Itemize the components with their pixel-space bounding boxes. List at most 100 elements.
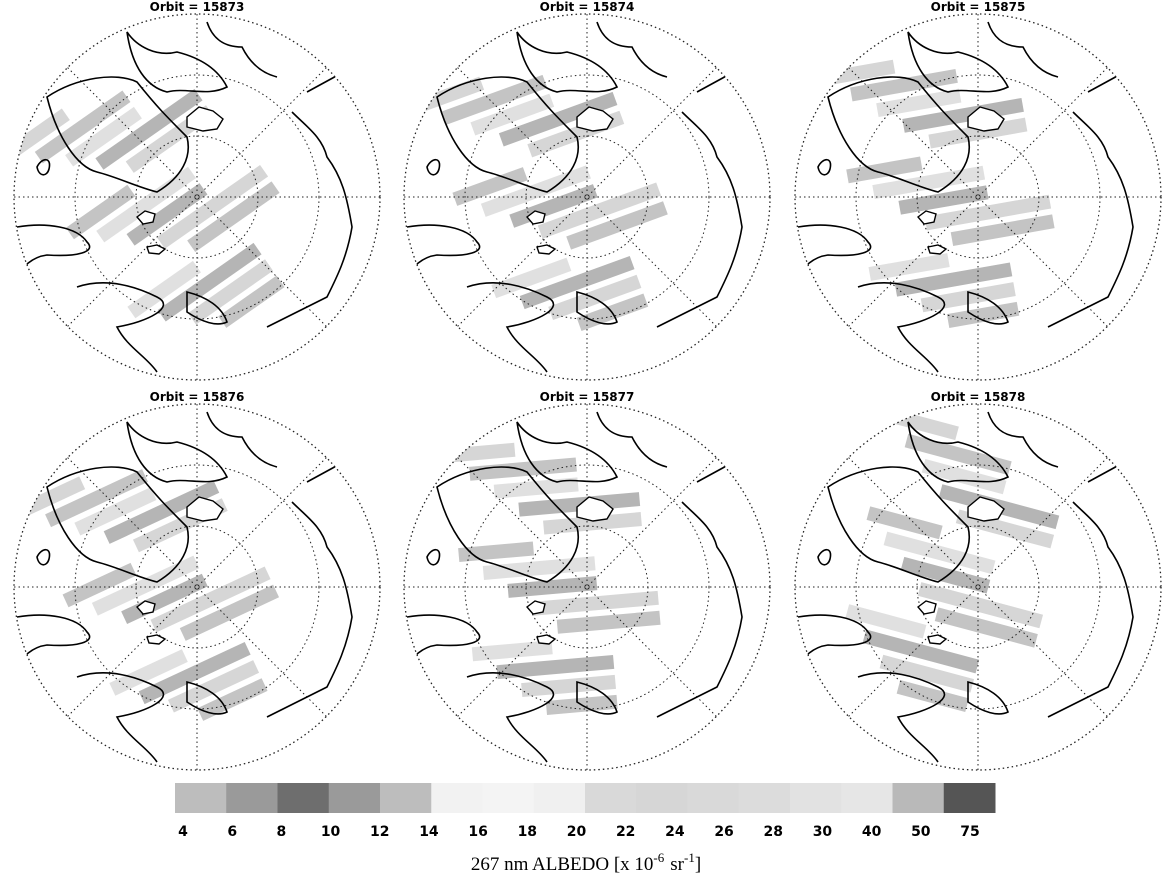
latitude-circle [464,74,710,320]
coastline [987,21,1059,78]
albedo-swath [868,253,950,281]
albedo-swath [507,576,598,598]
coastline [987,411,1059,468]
map-panel [794,403,1162,771]
albedo-swath [493,477,579,499]
colorbar-tick-label: 22 [616,824,635,840]
colorbar-tick-label: 24 [665,824,685,840]
coastline [436,466,579,583]
coastline [967,680,1009,715]
coastline [907,421,1010,483]
swath-group [444,442,661,715]
albedo-swath [921,459,1007,495]
coastline [76,672,165,763]
albedo-swath [946,301,1020,328]
albedo-swath [179,584,280,641]
coastline [426,548,441,566]
island [146,634,167,645]
albedo-swath [452,167,528,206]
colorbar-segment [482,783,535,813]
coastline [516,31,619,93]
panel-title: Orbit = 15877 [540,390,635,404]
albedo-swath [480,165,591,217]
albedo-swath [519,255,635,310]
albedo-swath [96,166,197,243]
albedo-swath [917,582,1044,629]
coastline [516,421,619,483]
coastline [36,158,51,176]
latitude-circle [464,464,710,710]
label-part: -1 [684,850,695,865]
swath-group [15,469,280,721]
colorbar-tick-label: 12 [370,824,389,840]
colorbar-tick-label: 16 [468,824,487,840]
albedo-swath [34,90,131,164]
colorbar-segment [892,783,945,813]
label-part: -6 [653,850,664,865]
label-part: 267 nm ALBEDO [x 10 [471,854,654,875]
albedo-swath [556,610,661,634]
albedo-swath [887,408,959,441]
coastline [186,290,228,325]
island [927,634,948,645]
label-part: ] [695,854,701,875]
coastline [857,672,946,763]
island [525,600,546,615]
albedo-swath [197,678,268,721]
albedo-swath [471,640,553,662]
colorbar-tick-label: 30 [813,824,833,840]
coastline [907,31,1010,93]
albedo-swath [904,433,1012,475]
coastline [817,548,832,566]
coastline [126,421,229,483]
map-border [794,403,1162,771]
map-border [403,13,771,381]
albedo-swath [156,165,269,249]
coastline [797,224,872,278]
latitude-circle [74,74,320,320]
map-panel [403,403,771,771]
colorbar-tick-label: 14 [419,824,439,840]
albedo-swath [413,76,485,114]
albedo-swath [862,629,980,674]
albedo-swath [157,242,262,322]
colorbar-segment [533,783,586,813]
albedo-swath [846,156,923,184]
albedo-swath [900,556,991,594]
albedo-swath [109,649,188,696]
albedo-swath [65,106,142,167]
coastline [1047,111,1134,328]
colorbar-segment [226,783,278,813]
albedo-swath [521,674,616,698]
albedo-swath [65,184,136,240]
colorbar-tick-label: 18 [518,824,537,840]
albedo-swath [470,93,555,136]
island [135,210,156,225]
coastline [206,411,278,468]
albedo-swath [872,165,986,199]
albedo-swath [103,480,220,544]
albedo-swath [548,274,642,321]
coastline [206,21,278,78]
albedo-swath [187,181,280,252]
island [967,106,1005,132]
albedo-swath [532,590,659,616]
coastline [36,548,51,566]
albedo-swath [150,566,271,633]
coastline [436,76,579,193]
island [135,600,156,615]
panel-title: Orbit = 15876 [150,390,245,404]
coastline [46,466,189,583]
colorbar-segment [687,783,740,813]
colorbar-segment [585,783,637,813]
island [576,106,614,132]
albedo-swath [876,88,962,118]
colorbar-tick-label: 26 [714,824,733,840]
map-panel [403,13,771,381]
albedo-swath [950,214,1055,247]
colorbar-segment [277,783,330,813]
coastline [406,224,481,278]
map-border [13,13,381,381]
coastline [126,31,229,93]
coastline [266,501,353,718]
